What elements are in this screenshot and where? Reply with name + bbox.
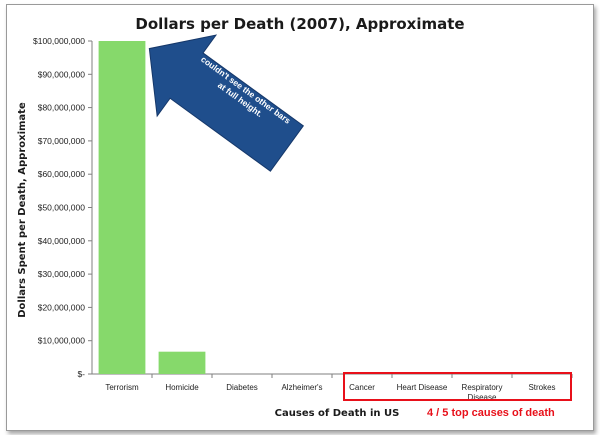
top-causes-highlight-box (343, 372, 572, 401)
y-tick-label: $30,000,000 (38, 269, 86, 279)
chart-title: Dollars per Death (2007), Approximate (135, 15, 464, 33)
x-tick-label: Homicide (165, 383, 199, 392)
y-tick-label: $100,000,000 (33, 36, 85, 46)
y-tick-label: $90,000,000 (38, 69, 86, 79)
y-tick-label: $80,000,000 (38, 103, 86, 113)
bar-chart: Dollars per Death (2007), Approximate Do… (17, 15, 573, 419)
x-tick-label: Heart Disease (397, 383, 448, 392)
y-tick-label: $70,000,000 (38, 136, 86, 146)
y-ticks: $- $10,000,000 $20,000,000 $30,000,000 $40,0… (33, 36, 92, 379)
y-tick-label: $- (77, 369, 85, 379)
annotation-arrow: Actually 5x higher, but we couldn't see … (148, 34, 305, 172)
chart-frame: Dollars per Death (2007), Approximate Do… (6, 4, 594, 431)
x-axis-label: Causes of Death in US (275, 408, 400, 419)
y-tick-label: $60,000,000 (38, 169, 86, 179)
y-tick-label: $20,000,000 (38, 302, 86, 312)
y-tick-label: $10,000,000 (38, 336, 86, 346)
arrow-shape (148, 34, 305, 172)
bars (98, 41, 206, 374)
bar-terrorism (98, 41, 146, 374)
y-tick-label: $50,000,000 (38, 203, 86, 213)
x-ticks: Terrorism Homicide Diabetes Alzheimer's Canc… (105, 374, 573, 402)
top-causes-note: 4 / 5 top causes of death (427, 407, 555, 419)
y-tick-label: $40,000,000 (38, 236, 86, 246)
bar-homicide (158, 351, 206, 374)
x-tick-label: Strokes (528, 383, 555, 392)
x-tick-label: Respiratory Disease (462, 383, 503, 402)
x-tick-label: Alzheimer's (281, 383, 322, 392)
x-tick-label: Terrorism (105, 383, 139, 392)
x-tick-label: Diabetes (226, 383, 258, 392)
y-axis-label: Dollars Spent per Death, Approximate (17, 102, 28, 318)
x-tick-label: Cancer (349, 383, 375, 392)
